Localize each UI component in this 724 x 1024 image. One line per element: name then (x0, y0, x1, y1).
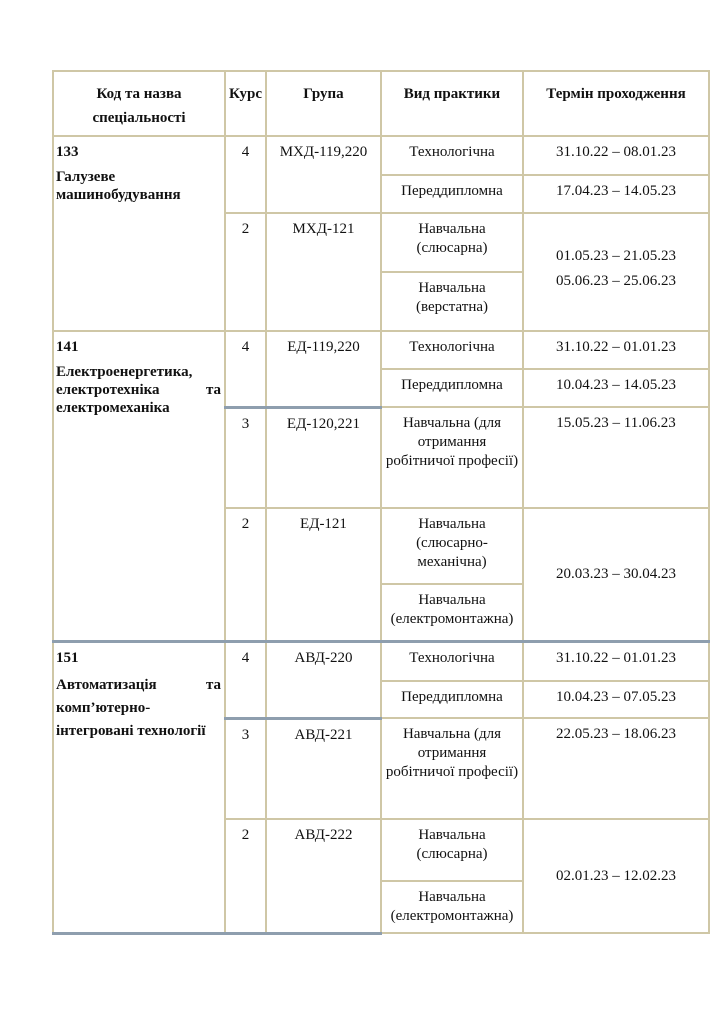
group-cell: АВД-221 (265, 717, 382, 820)
practice-cell: Переддипломна (380, 174, 524, 214)
course-cell: 3 (224, 406, 267, 509)
practice-cell: Навчальна (верстатна) (380, 271, 524, 332)
table-row: Навчальна (верстатна) (53, 271, 709, 332)
course-cell: 2 (224, 212, 267, 332)
specialty-cell: 141 Електроенергетика, електротехніка та… (52, 330, 226, 643)
practice-cell: Навчальна (електромонтажна) (380, 880, 524, 934)
header-course: Курс (224, 70, 267, 137)
practice-cell: Навчальна (слюсарна) (380, 818, 524, 882)
header-row: Код та назва спеціальності Курс Група Ви… (52, 70, 710, 137)
specialty-name: Галузеве машинобудування (56, 169, 181, 203)
header-specialty: Код та назва спеціальності (52, 70, 226, 137)
table-row: 133 Галузеве машинобудування 4 МХД-119,2… (52, 135, 710, 332)
course-cell: 2 (224, 507, 267, 643)
practice-cell: Навчальна (слюсарна) (380, 212, 524, 273)
term-cell: 22.05.23 – 18.06.23 (522, 717, 710, 820)
group-cell: АВД-222 (265, 818, 382, 935)
term-cell: 02.01.23 – 12.02.23 (522, 818, 710, 934)
term-cell: 15.05.23 – 11.06.23 (522, 406, 710, 509)
course-cell: 4 (224, 330, 267, 409)
table-row: 2 ЕД-121 Навчальна (слюсарно-механічна) … (53, 507, 710, 643)
table-row: 151 Автоматизація та комп’ютерно-інтегро… (52, 640, 710, 935)
course-cell: 4 (224, 640, 267, 720)
specialty-cell: 151 Автоматизація та комп’ютерно-інтегро… (52, 640, 226, 935)
table-row: Навчальна (електромонтажна) (53, 583, 709, 643)
term-cell: 20.03.23 – 30.04.23 (522, 507, 710, 643)
header-practice: Вид практики (380, 70, 524, 137)
term-cell: 31.10.22 – 01.01.23 (522, 330, 710, 370)
term-value: 01.05.23 – 21.05.23 (556, 248, 676, 264)
specialty-name: Автоматизація та комп’ютерно-інтегровані… (56, 676, 221, 739)
table-row: 3 ЕД-120,221 Навчальна (для отримання ро… (53, 406, 710, 509)
table-row: 2 АВД-222 Навчальна (слюсарна) 02.01.23 … (53, 818, 710, 935)
practice-schedule-table: Код та назва спеціальності Курс Група Ви… (52, 70, 710, 935)
header-term: Термін проходження (522, 70, 710, 137)
group-cell: ЕД-119,220 (265, 330, 382, 409)
table-row: Переддипломна 10.04.23 – 07.05.23 (53, 680, 710, 719)
header-group: Група (265, 70, 382, 137)
practice-cell: Технологічна (380, 330, 524, 370)
term-cell: 10.04.23 – 14.05.23 (522, 368, 710, 408)
course-cell: 4 (224, 135, 267, 214)
group-cell: АВД-220 (265, 640, 382, 720)
course-cell: 2 (224, 818, 267, 935)
specialty-cell: 133 Галузеве машинобудування (52, 135, 226, 332)
term-cell: 31.10.22 – 01.01.23 (522, 640, 710, 682)
term-cell: 10.04.23 – 07.05.23 (522, 680, 710, 719)
table-row: Переддипломна 17.04.23 – 14.05.23 (53, 174, 710, 214)
table-row: Переддипломна 10.04.23 – 14.05.23 (53, 368, 710, 408)
term-cell: 31.10.22 – 08.01.23 (522, 135, 710, 176)
practice-cell: Технологічна (380, 640, 524, 682)
term-cell: 01.05.23 – 21.05.23 05.06.23 – 25.06.23 (522, 212, 710, 332)
practice-cell: Переддипломна (380, 368, 524, 408)
practice-cell: Навчальна (електромонтажна) (380, 583, 524, 643)
specialty-code: 151 (56, 649, 79, 666)
group-cell: ЕД-121 (265, 507, 382, 643)
course-cell: 3 (224, 717, 267, 820)
term-value: 05.06.23 – 25.06.23 (556, 273, 676, 289)
specialty-code: 133 (56, 144, 79, 160)
group-cell: ЕД-120,221 (265, 406, 382, 509)
table-row: 141 Електроенергетика, електротехніка та… (52, 330, 710, 643)
group-cell: МХД-119,220 (265, 135, 382, 214)
table-row: 2 МХД-121 Навчальна (слюсарна) 01.05.23 … (53, 212, 710, 332)
practice-cell: Навчальна (для отримання робітничої проф… (380, 406, 524, 509)
group-cell: МХД-121 (265, 212, 382, 332)
specialty-code: 141 (56, 339, 79, 355)
specialty-name: Електроенергетика, електротехніка та еле… (56, 364, 221, 416)
practice-cell: Технологічна (380, 135, 524, 176)
practice-cell: Переддипломна (380, 680, 524, 719)
table-row: 3 АВД-221 Навчальна (для отримання робіт… (53, 717, 710, 820)
practice-cell: Навчальна (для отримання робітничої проф… (380, 717, 524, 820)
table-row: Навчальна (електромонтажна) (53, 880, 709, 934)
practice-cell: Навчальна (слюсарно-механічна) (380, 507, 524, 585)
term-cell: 17.04.23 – 14.05.23 (522, 174, 710, 214)
